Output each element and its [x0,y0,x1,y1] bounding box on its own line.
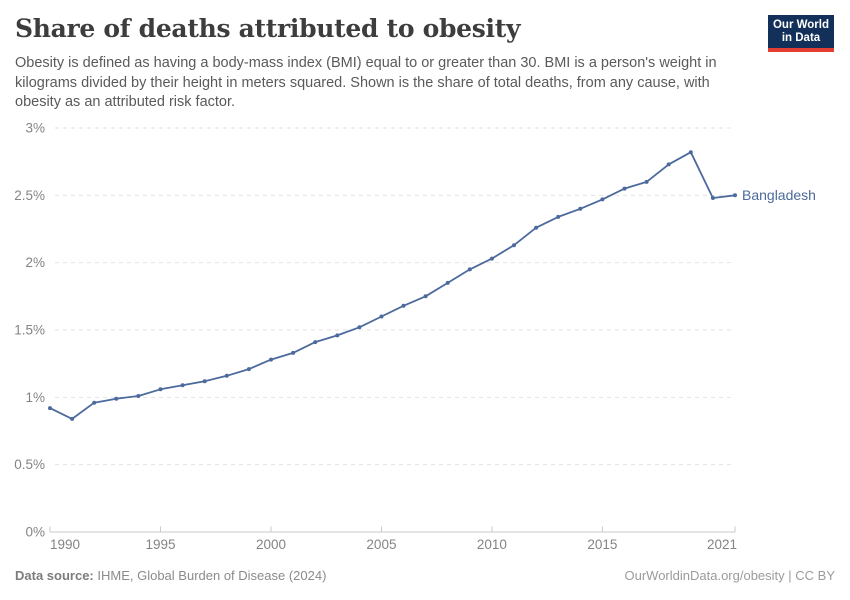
page-title: Share of deaths attributed to obesity [15,14,521,43]
data-point [534,225,539,230]
data-source-text: IHME, Global Burden of Disease (2024) [97,568,327,583]
owid-logo-line2: in Data [781,31,821,44]
data-point [70,416,75,421]
data-point [622,186,627,191]
data-point [733,193,737,198]
data-point [710,196,715,200]
data-point [600,197,605,202]
y-axis-tick-label: 0% [25,525,45,540]
data-source: Data source: IHME, Global Burden of Dise… [15,568,326,583]
data-point [666,162,671,167]
x-axis-tick-label: 2015 [587,537,617,552]
x-axis-tick-label: 2000 [256,537,286,552]
data-point [136,394,141,398]
y-axis-tick-label: 2.5% [14,188,45,203]
license-credit-link[interactable]: OurWorldinData.org/obesity | CC BY [624,568,836,583]
data-point [445,280,450,285]
x-axis-tick-label: 2010 [477,537,507,552]
data-point [48,406,52,411]
x-axis-tick-label: 1990 [50,537,80,552]
entity-label[interactable]: Bangladesh [742,187,816,203]
data-point [644,179,649,184]
y-axis-tick-label: 2% [25,255,45,270]
data-point [401,303,406,308]
data-point [180,383,185,388]
chart-subtitle: Obesity is defined as having a body-mass… [15,55,717,110]
data-point [246,367,251,372]
data-point [114,396,119,401]
data-point [92,400,97,405]
y-axis-tick-label: 0.5% [14,457,45,472]
data-point [291,350,296,355]
data-source-label: Data source: [15,568,94,583]
series-line-bangladesh [49,151,736,420]
chart-footer: Data source: IHME, Global Burden of Dise… [15,568,835,583]
data-point [313,340,318,345]
x-axis-tick-label: 1995 [145,537,175,552]
data-point [224,373,229,378]
data-point [578,206,583,211]
owid-logo[interactable]: Our World in Data [768,15,834,52]
y-axis-tick-label: 1.5% [14,323,45,338]
data-point [688,150,693,155]
data-point [423,294,428,299]
data-point [556,214,561,219]
data-point [158,387,163,392]
data-point [379,314,384,319]
owid-logo-line1: Our World [772,18,829,31]
data-point [202,379,207,384]
data-point [335,333,340,338]
data-point [357,325,362,330]
data-point [467,267,472,272]
x-axis-tick-label: 2021 [707,537,737,552]
data-point [489,256,494,261]
y-axis-tick-label: 3% [25,121,45,136]
data-point [269,357,273,362]
data-point [512,243,516,248]
x-axis-tick-label: 2005 [366,537,396,552]
y-axis-tick-label: 1% [25,390,45,405]
